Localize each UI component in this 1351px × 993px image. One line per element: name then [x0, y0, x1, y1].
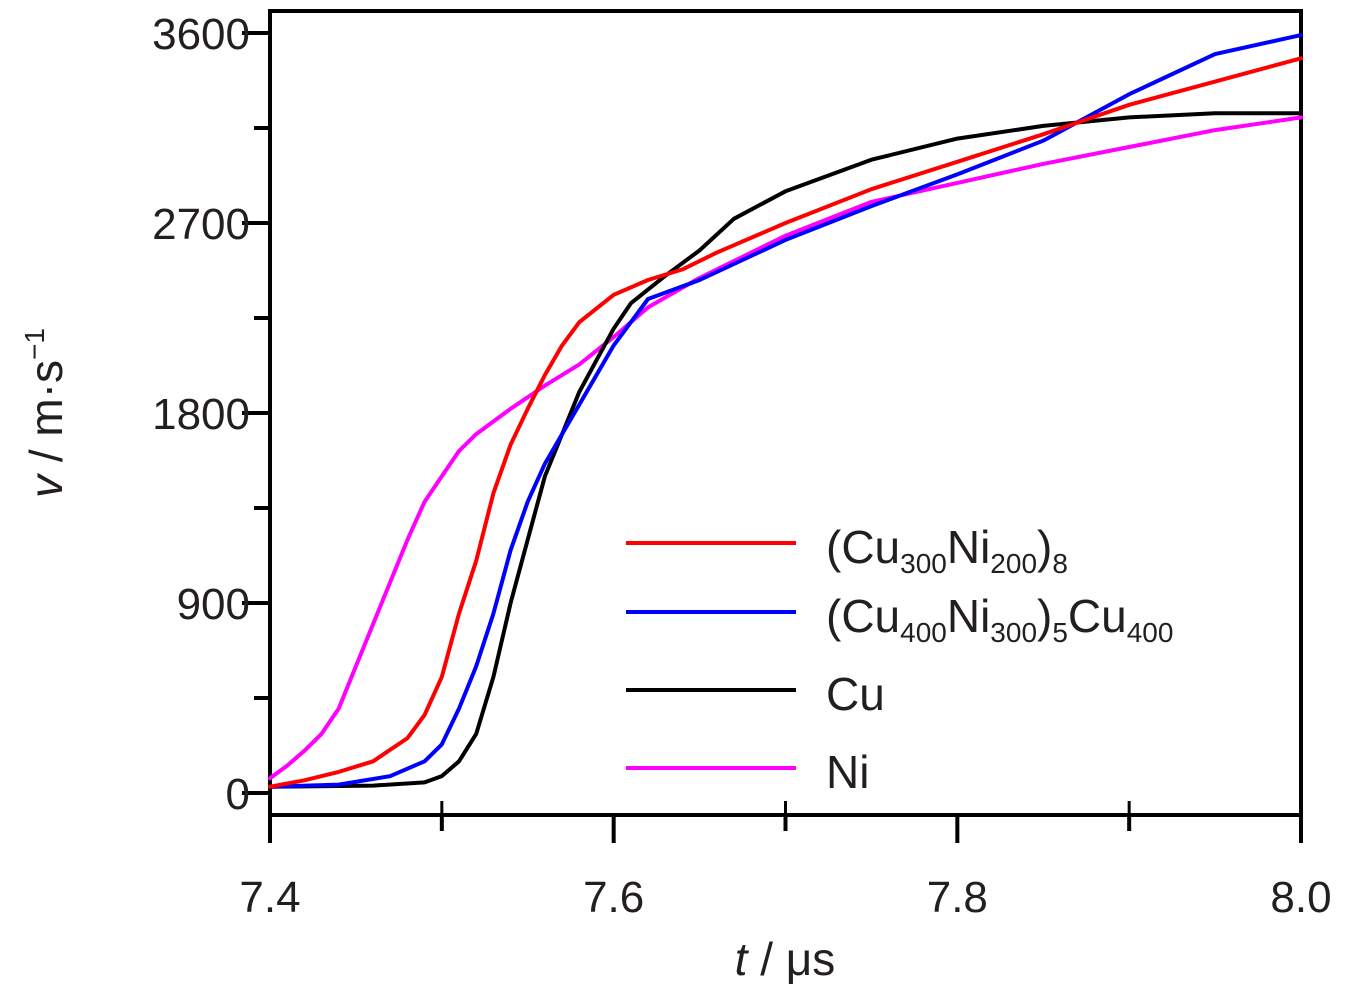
series-line	[268, 33, 1303, 789]
series-lines	[268, 33, 1303, 789]
legend-label: Ni	[826, 746, 869, 798]
y-axis-exponent: −1	[19, 328, 50, 360]
series-line	[268, 111, 1303, 789]
y-tick-label: 1800	[152, 390, 250, 439]
y-axis-var: v	[20, 472, 72, 498]
x-axis-unit: / μs	[747, 933, 835, 985]
legend-label-part: Ni	[826, 746, 869, 798]
x-tick-label: 8.0	[1270, 873, 1331, 922]
y-tick-label: 3600	[152, 10, 250, 59]
axis-ticks	[242, 31, 1303, 843]
legend-label-part: (Cu	[826, 521, 900, 573]
legend-label: (Cu400Ni300)5Cu400	[826, 590, 1173, 648]
y-tick-label: 0	[226, 770, 250, 819]
legend-label-part: 300	[990, 617, 1037, 648]
x-tick-label: 7.8	[927, 873, 988, 922]
legend-label-part: Ni	[947, 590, 990, 642]
legend-label-part: )	[1037, 590, 1052, 642]
legend-label: (Cu300Ni200)8	[826, 521, 1068, 579]
legend-label: Cu	[826, 668, 885, 720]
y-axis-title: v / m·s−1	[19, 328, 72, 498]
x-axis-var: t	[735, 933, 750, 985]
legend-label-part: 8	[1052, 548, 1068, 579]
plot-frame	[268, 9, 1303, 817]
legend-label-part: 5	[1052, 617, 1068, 648]
series-line	[268, 56, 1303, 789]
x-axis-title: t / μs	[735, 933, 836, 985]
legend-label-part: )	[1037, 521, 1052, 573]
legend-label-part: Ni	[947, 521, 990, 573]
y-tick-labels: 0 900 1800 2700 3600	[152, 10, 250, 819]
legend-label-part: Cu	[1068, 590, 1127, 642]
legend-label-part: Cu	[826, 668, 885, 720]
legend-label-part: 400	[900, 617, 947, 648]
x-tick-label: 7.4	[239, 873, 300, 922]
y-axis-unit: / m·s	[20, 360, 72, 475]
x-tick-labels: 7.4 7.6 7.8 8.0	[239, 873, 1331, 922]
series-line	[268, 115, 1303, 781]
y-tick-label: 900	[177, 580, 250, 629]
legend-label-part: (Cu	[826, 590, 900, 642]
legend-label-part: 200	[990, 548, 1037, 579]
x-tick-label: 7.6	[583, 873, 644, 922]
legend-label-part: 300	[900, 548, 947, 579]
legend-label-part: 400	[1127, 617, 1174, 648]
y-tick-label: 2700	[152, 200, 250, 249]
